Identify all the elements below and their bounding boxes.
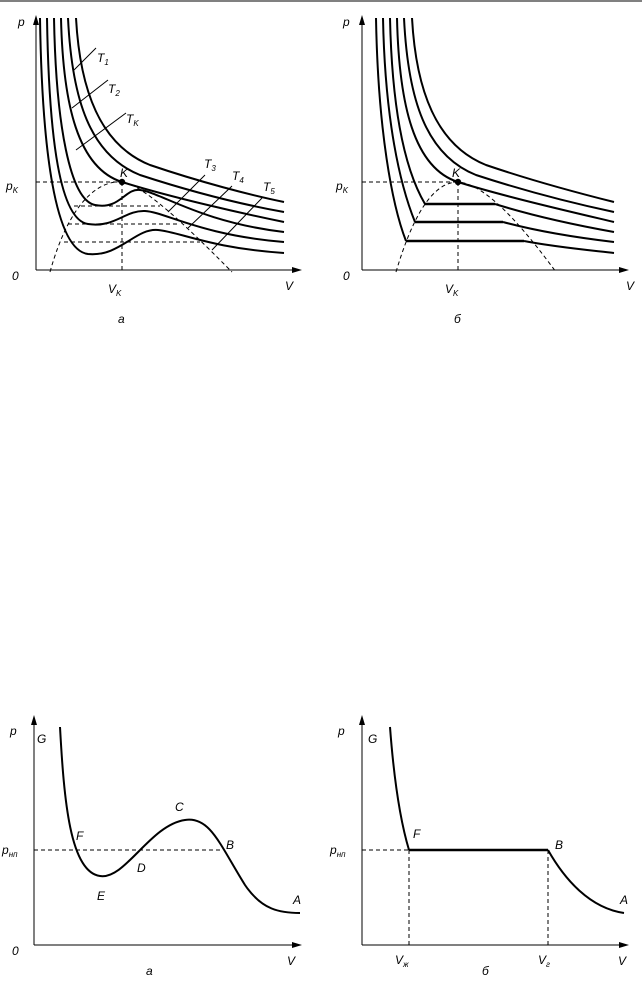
top-a-isotherm-t5 — [39, 17, 285, 256]
top-b-caption: б — [454, 312, 462, 326]
top-b-isotherm-t1 — [411, 17, 615, 203]
top-a-v-arrow — [292, 267, 302, 273]
bottom-a-caption: а — [146, 964, 153, 978]
top-a-isotherm-t2 — [67, 17, 285, 213]
top-a-label-t1: T1 — [97, 51, 109, 67]
top-a-isotherm-t1 — [75, 17, 285, 203]
top-b-isotherm-t4-liquid — [382, 17, 416, 223]
top-b-isotherm-t2 — [403, 17, 615, 213]
bottom-a-origin: 0 — [12, 944, 19, 958]
top-b-critical-label: K — [452, 166, 461, 180]
bottom-a-pnp-label: pнп — [1, 843, 18, 859]
bottom-b-caption: б — [482, 964, 490, 978]
top-panel-a: p V 0 pK VK а K T1 T2 TK — [5, 15, 302, 326]
top-b-isotherm-t4-gas — [502, 221, 615, 243]
bottom-b-point-g: G — [368, 732, 377, 746]
bottom-a-point-b: B — [226, 838, 234, 852]
top-a-pk-label: pK — [5, 179, 19, 195]
bottom-a-point-d: D — [137, 861, 146, 875]
bottom-a-point-c: C — [175, 800, 184, 814]
top-a-leader-t3 — [167, 174, 206, 213]
top-a-origin: 0 — [12, 269, 19, 283]
bottom-a-v-label: V — [287, 954, 296, 968]
top-a-leader-t2 — [71, 79, 109, 109]
top-a-label-t4: T4 — [232, 169, 244, 185]
bottom-a-p-arrow — [31, 715, 37, 725]
bottom-b-liquid-branch — [389, 726, 410, 851]
bottom-b-vzh-label: Vж — [395, 953, 409, 969]
top-b-isotherm-t3-liquid — [389, 17, 426, 205]
top-a-isotherm-t3 — [53, 17, 285, 233]
bottom-a-van-der-waals-curve — [59, 726, 301, 914]
top-a-caption: а — [118, 312, 125, 326]
top-a-v-label: V — [285, 279, 294, 293]
top-panel-b: p V 0 pK VK б K — [335, 15, 635, 326]
top-a-p-arrow — [33, 15, 39, 25]
top-b-isotherm-t3-gas — [494, 203, 615, 233]
bottom-a-point-g: G — [37, 732, 46, 746]
bottom-b-gas-branch — [547, 849, 625, 914]
bottom-b-point-a: A — [619, 893, 628, 907]
top-a-critical-point — [118, 178, 126, 186]
bottom-b-vg-label: Vг — [538, 953, 550, 969]
top-a-vk-label: VK — [108, 282, 122, 298]
top-a-label-tk: TK — [126, 112, 139, 128]
top-a-leader-t5 — [211, 197, 263, 251]
top-b-pk-label: pK — [335, 179, 349, 195]
top-b-vk-label: VK — [445, 282, 459, 298]
top-a-critical-label: K — [120, 166, 129, 180]
top-a-leader-t4 — [187, 185, 233, 229]
top-a-label-t2: T2 — [108, 82, 120, 98]
top-a-p-label: p — [17, 15, 25, 29]
bottom-a-point-e: E — [97, 889, 106, 903]
bottom-b-v-label: V — [618, 954, 627, 968]
bottom-b-pnp-label: pнп — [329, 843, 346, 859]
top-b-isotherm-tk — [396, 17, 615, 223]
top-a-coexistence-dome — [49, 181, 233, 273]
top-b-v-arrow — [619, 267, 629, 273]
bottom-a-p-label: p — [9, 724, 17, 738]
bottom-b-p-label: p — [337, 724, 345, 738]
top-a-label-t5: T5 — [263, 180, 275, 196]
top-a-isotherm-t4 — [46, 17, 285, 243]
top-b-p-label: p — [342, 15, 350, 29]
bottom-a-point-a: A — [292, 893, 301, 907]
top-a-leader-tk — [75, 112, 127, 151]
top-b-v-label: V — [626, 279, 635, 293]
bottom-b-point-f: F — [413, 827, 421, 841]
bottom-panel-a: p V 0 pнп а G F E D C B A — [1, 715, 302, 978]
top-b-isotherm-t5-liquid — [375, 17, 407, 242]
bottom-b-p-arrow — [359, 715, 365, 725]
bottom-b-point-b: B — [555, 838, 563, 852]
bottom-panel-b: p V pнп Vж Vг б G F B A — [329, 715, 629, 978]
bottom-a-point-f: F — [76, 829, 84, 843]
top-a-leader-t1 — [73, 47, 97, 71]
top-a-label-t3: T3 — [204, 157, 216, 173]
top-b-critical-point — [454, 178, 462, 186]
bottom-a-v-arrow — [292, 942, 302, 948]
bottom-b-v-arrow — [619, 942, 629, 948]
top-b-isotherm-t5-gas — [523, 240, 615, 254]
top-b-p-arrow — [359, 15, 365, 25]
top-b-origin: 0 — [343, 269, 350, 283]
